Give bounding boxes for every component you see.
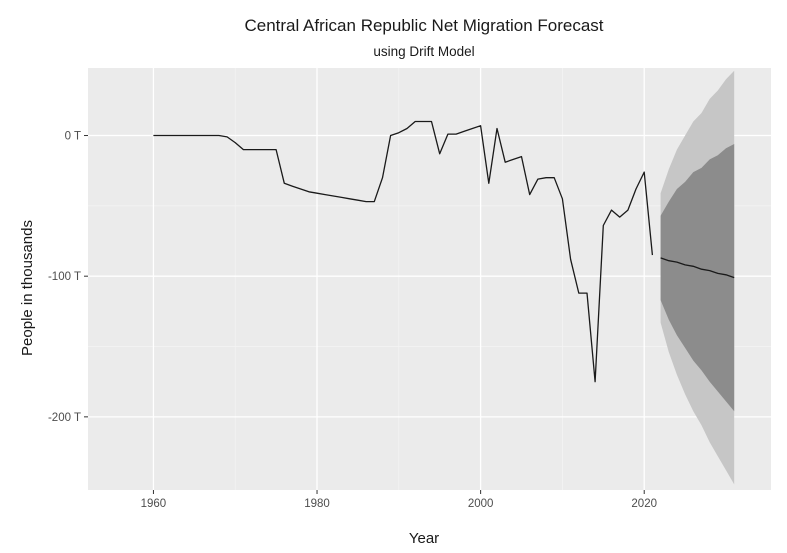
observed-line	[153, 120, 654, 383]
y-tick-label: 0 T	[65, 131, 81, 143]
x-tick-label: 2020	[631, 498, 657, 510]
x-axis: 1960 1980 2000 2020	[141, 490, 657, 510]
x-tick-label: 2000	[468, 498, 494, 510]
band-80	[660, 144, 735, 412]
major-gridlines	[88, 68, 771, 490]
prediction-intervals	[660, 70, 735, 485]
series-lines	[153, 120, 735, 383]
minor-gridlines	[88, 68, 771, 490]
y-tick-label: -100 T	[48, 271, 81, 283]
y-axis: 0 T -100 T -200 T	[48, 131, 88, 424]
y-axis-title: People in thousands	[19, 220, 36, 356]
x-tick-label: 1960	[141, 498, 167, 510]
chart-title: Central African Republic Net Migration F…	[244, 16, 603, 35]
x-tick-label: 1980	[304, 498, 330, 510]
forecast-line	[660, 257, 735, 279]
plot-panel	[88, 68, 771, 490]
x-axis-title: Year	[409, 530, 439, 547]
chart-subtitle: using Drift Model	[373, 44, 474, 59]
y-tick-label: -200 T	[48, 412, 81, 424]
